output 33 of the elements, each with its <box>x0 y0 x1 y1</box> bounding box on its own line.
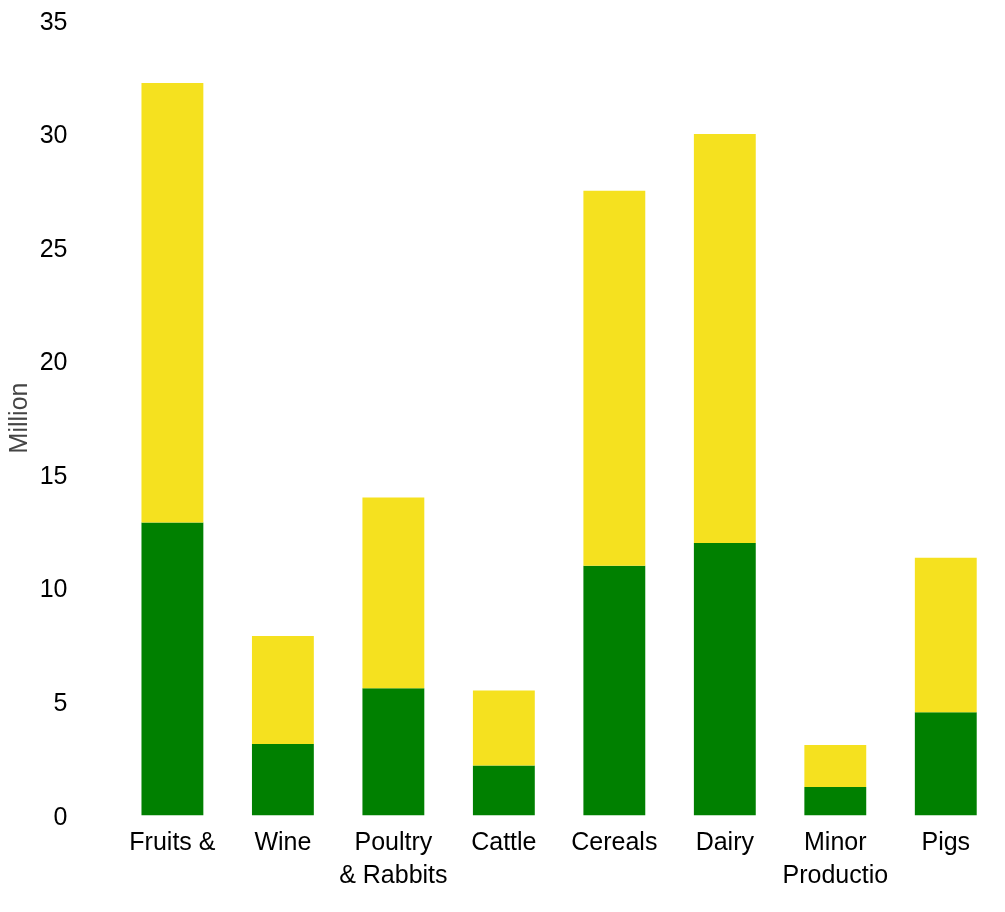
x-tick-label: Pigs <box>921 826 971 855</box>
bar <box>583 190 646 566</box>
x-tick-label: Cereals <box>571 826 658 855</box>
x-tick-label: Dairy <box>695 826 755 855</box>
x-tick-label: Fruits & <box>129 826 216 855</box>
bar <box>472 690 535 766</box>
y-axis-title: Million <box>3 382 32 454</box>
bar <box>362 688 425 816</box>
bar <box>804 787 867 816</box>
y-tick-label: 35 <box>39 6 68 35</box>
y-tick-label: 20 <box>39 347 68 376</box>
x-tick-label: Minor Productio <box>782 826 889 889</box>
bar <box>472 765 535 816</box>
bar <box>693 134 756 543</box>
bar <box>251 743 314 816</box>
y-tick-label: 10 <box>39 574 68 603</box>
y-tick-label: 30 <box>39 120 68 149</box>
y-tick-label: 15 <box>39 460 68 489</box>
bar <box>693 542 756 816</box>
y-tick-label: 25 <box>39 233 68 262</box>
bar <box>914 557 977 713</box>
bar <box>251 636 314 744</box>
y-tick-label: 0 <box>53 801 68 830</box>
x-tick-label: Poultry & Rabbits <box>339 826 448 889</box>
bar <box>914 712 977 816</box>
bar <box>804 745 867 788</box>
bar <box>141 522 204 816</box>
x-tick-label: Wine <box>254 826 312 855</box>
x-tick-label: Cattle <box>471 826 537 855</box>
bar <box>362 497 425 689</box>
bar <box>141 82 204 523</box>
bar <box>583 565 646 816</box>
y-tick-label: 5 <box>53 687 68 716</box>
